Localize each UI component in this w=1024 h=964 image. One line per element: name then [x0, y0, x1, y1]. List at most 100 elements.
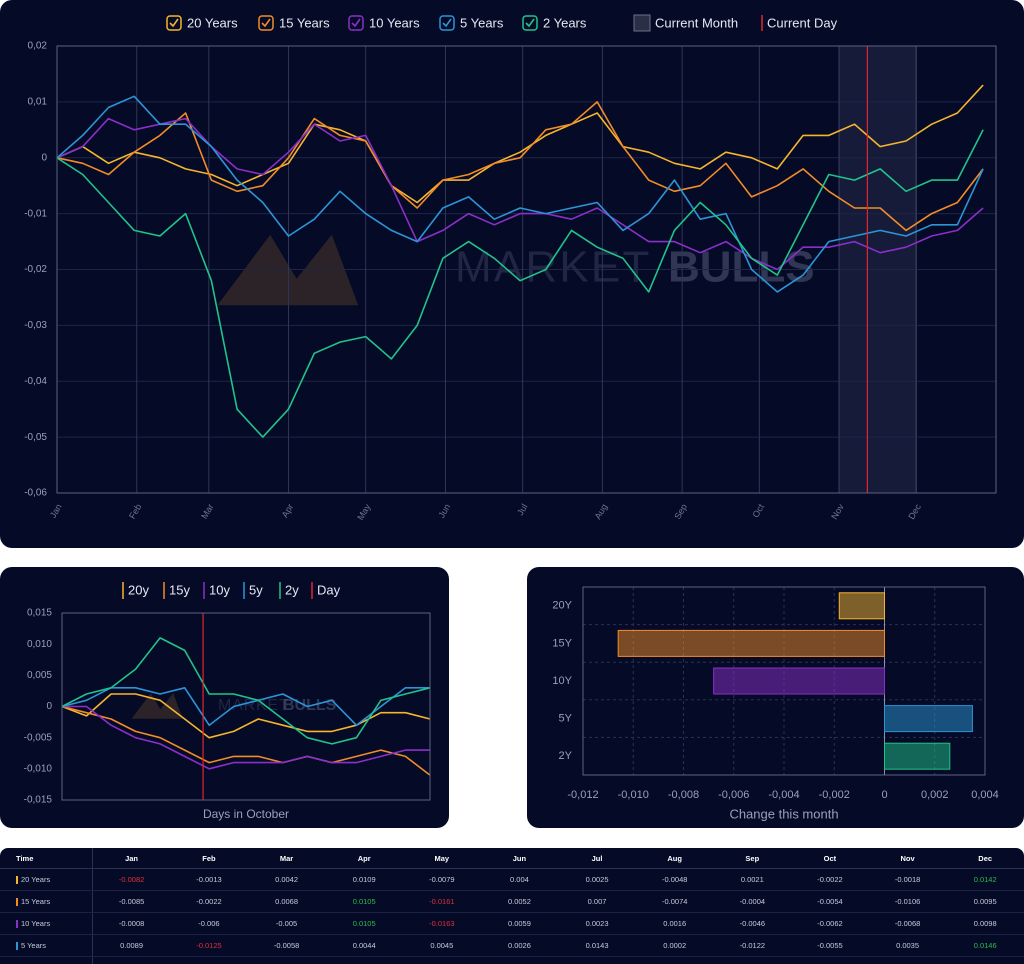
table-cell: -0.0013: [170, 868, 248, 891]
table-cell: 0.007: [558, 890, 636, 913]
bar: [713, 667, 886, 695]
table-cell: -0.0115: [480, 956, 559, 964]
series-line: [61, 705, 431, 776]
watermark: BULLS: [668, 243, 815, 292]
table-cell: 0.0089: [92, 934, 171, 957]
legend-label[interactable]: 5y: [249, 582, 263, 597]
y-tick-label: 20Y: [552, 600, 572, 612]
x-tick-label: Jul: [515, 502, 529, 517]
table-cell: -0.0022: [170, 890, 248, 913]
table-cell: 0.0021: [713, 868, 792, 891]
legend-label[interactable]: 15y: [169, 582, 190, 597]
series-line: [61, 687, 430, 726]
table-cell: 0.011: [325, 956, 403, 964]
legend-label[interactable]: Day: [317, 582, 341, 597]
x-tick-label: -0,004: [768, 789, 799, 801]
bar: [617, 629, 885, 657]
table-cell: -0.0163: [403, 912, 481, 935]
legend-label[interactable]: 10 Years: [369, 15, 420, 30]
legend-label[interactable]: 2 Years: [543, 15, 587, 30]
table-cell: -0.0036: [791, 956, 869, 964]
y-tick-label: 10Y: [552, 675, 572, 687]
series-line: [56, 129, 984, 438]
x-tick-label: -0,008: [668, 789, 699, 801]
y-tick-label: -0,010: [24, 763, 53, 774]
table-cell: -0.0048: [635, 868, 714, 891]
column-header: Jan: [92, 848, 171, 869]
table-cell: 0.0142: [946, 868, 1024, 891]
y-tick-label: -0,05: [24, 432, 47, 443]
legend-check: [261, 18, 271, 28]
legend-check: [169, 18, 179, 28]
table-cell: -0.0074: [635, 890, 714, 913]
row-label: 15 Years: [0, 890, 93, 913]
legend-checkbox[interactable]: [439, 15, 455, 31]
table: Time Jan Feb Mar Apr May Jun Jul Aug Sep Oct Nov Dec…: [0, 848, 1024, 964]
y-tick-label: 0,01: [28, 97, 48, 108]
row-name: 20 Years: [21, 874, 51, 884]
row-name: 5 Years: [21, 940, 47, 950]
table-cell: 0.0059: [480, 912, 559, 935]
legend-label[interactable]: 15 Years: [279, 15, 330, 30]
table-cell: -0.0062: [791, 912, 869, 935]
table-cell: 0.0042: [247, 868, 326, 891]
table-cell: 0.0143: [558, 934, 636, 957]
column-header: Oct: [791, 848, 869, 869]
legend-label[interactable]: 5 Years: [460, 15, 504, 30]
legend-label[interactable]: Current Day: [767, 15, 838, 30]
column-header: Jun: [480, 848, 559, 869]
row-label: 10 Years: [0, 912, 93, 935]
table-cell: -0.0022: [791, 868, 869, 891]
x-tick-label: -0,006: [718, 789, 749, 801]
table-row: 2 Years-0.0107-0.0057-0.01720.0110.0168-…: [0, 956, 1024, 964]
y-tick-label: 15Y: [552, 637, 572, 649]
column-header: Mar: [247, 848, 326, 869]
legend-label[interactable]: 20 Years: [187, 15, 238, 30]
table-cell: 0.0016: [635, 912, 714, 935]
table-cell: -0.0082: [92, 868, 171, 891]
table-cell: 0.0046: [635, 956, 714, 964]
x-axis-label: Days in October: [203, 807, 289, 821]
x-tick-label: -0,010: [618, 789, 649, 801]
legend-checkbox[interactable]: [522, 15, 538, 31]
x-axis-label: Change this month: [729, 806, 838, 821]
table-row: 5 Years 0.0089 -0.0125 -0.0058 0.0044 0.0045 0…: [0, 934, 1024, 957]
table-cell: -0.0085: [92, 890, 171, 913]
x-tick-label: 0,002: [921, 789, 949, 801]
row-name: 15 Years: [21, 896, 51, 906]
legend-label[interactable]: 2y: [285, 582, 299, 597]
table-cell: -0.005: [247, 912, 326, 935]
y-tick-label: 5Y: [559, 713, 573, 725]
y-tick-label: 0: [41, 152, 47, 163]
row-name: 2 Years: [21, 963, 46, 964]
watermark-logo: [131, 693, 183, 719]
legend-label[interactable]: 20y: [128, 582, 149, 597]
table-cell: -0.0106: [868, 890, 947, 913]
y-tick-label: -0,015: [24, 795, 53, 806]
table-cell: -0.0068: [868, 912, 947, 935]
legend-label[interactable]: 10y: [209, 582, 230, 597]
table-cell: -0.0008: [92, 912, 171, 935]
table-cell: 0.0287: [558, 956, 636, 964]
row-label: 20 Years: [0, 868, 93, 891]
charts: MARKET BULLS0,020,010-0,01-0,02-0,03-0,04…: [0, 0, 1024, 828]
column-header: Apr: [325, 848, 403, 869]
table-cell: -0.0161: [403, 890, 481, 913]
series-line: [62, 705, 430, 770]
y-tick-label: -0,03: [24, 320, 47, 331]
table-cell: 0.0052: [480, 890, 559, 913]
table-cell: 0.0026: [480, 934, 559, 957]
legend-checkbox[interactable]: [348, 15, 364, 31]
legend-checkbox[interactable]: [166, 15, 182, 31]
row-name: 10 Years: [21, 918, 51, 928]
row-marker: [16, 898, 18, 906]
series-line: [61, 637, 431, 745]
legend-label[interactable]: Current Month: [655, 15, 738, 30]
table-cell: -0.0219: [713, 956, 792, 964]
table-row: 15 Years -0.0085 -0.0022 0.0068 0.0105 -0.016…: [0, 890, 1024, 913]
y-tick-label: 0,010: [27, 639, 52, 650]
legend-checkbox[interactable]: [258, 15, 274, 31]
x-tick-label: 0,004: [971, 789, 999, 801]
bar: [838, 592, 886, 620]
